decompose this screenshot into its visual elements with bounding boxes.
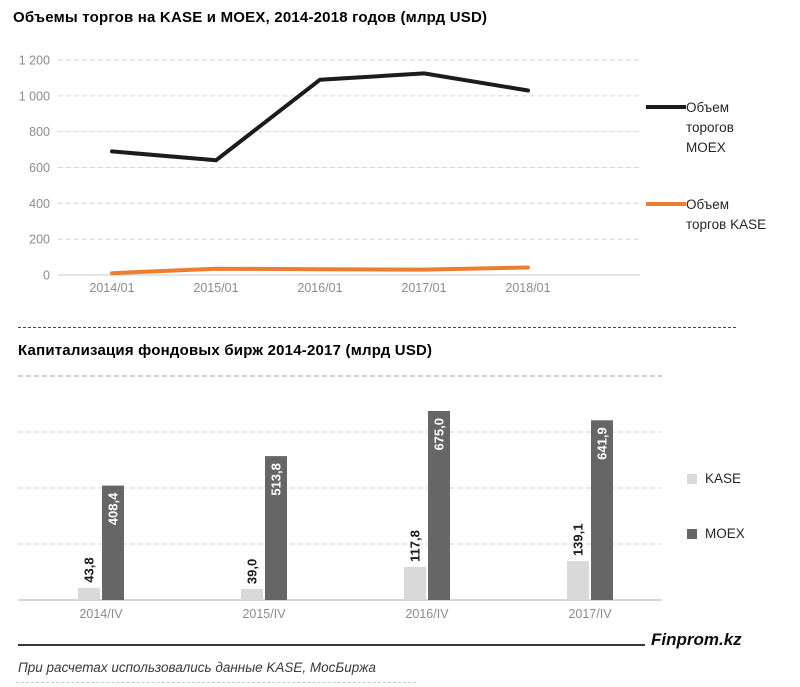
line-chart: 1 200 1 000 800 600 400 200 0 2014/01 2015/01 201…: [19, 54, 640, 295]
y-tick-label: 200: [29, 233, 50, 247]
x-tick-label: 2016/IV: [405, 607, 449, 621]
y-tick-label: 400: [29, 197, 50, 211]
bar-chart-title: Капитализация фондовых бирж 2014-2017 (м…: [18, 342, 433, 359]
bar-legend-item-kase: KASE: [687, 471, 741, 486]
y-tick-label: 800: [29, 125, 50, 139]
brand-logo: Finprom.kz: [651, 630, 742, 649]
bar-moex: [265, 456, 287, 600]
x-tick-label: 2017/IV: [568, 607, 612, 621]
bar-kase: [241, 589, 263, 600]
y-tick-label: 0: [43, 269, 50, 283]
x-tick-label: 2017/01: [401, 281, 446, 295]
bar-kase: [567, 561, 589, 600]
bar-moex: [591, 420, 613, 600]
bar-legend-label-moex: MOEX: [705, 526, 745, 541]
bar-label: 513,8: [269, 463, 284, 496]
x-tick-label: 2016/01: [297, 281, 342, 295]
kase-bar-swatch: [687, 473, 697, 484]
moex-line-swatch: [646, 105, 686, 109]
x-tick-label: 2015/01: [193, 281, 238, 295]
legend-label-kase: Объем торгов KASE: [686, 197, 767, 232]
bar-moex: [102, 485, 124, 600]
series-line: [110, 265, 530, 276]
line-chart-title: Объемы торгов на KASE и MOEX, 2014-2018 …: [13, 9, 488, 26]
bar-label: 641,9: [595, 427, 610, 460]
x-tick-label: 2018/01: [505, 281, 550, 295]
bar-label: 43,8: [82, 557, 97, 582]
section-separator: [18, 327, 736, 328]
bar-label: 139,1: [571, 524, 586, 557]
bar-chart: 2014/IV 2015/IV 2016/IV 2017/IV 43,8 39,0 117,…: [18, 375, 662, 621]
line-chart-legend: Объем торогов MOEX Объем торгов KASE: [646, 98, 796, 235]
y-tick-label: 1 200: [19, 54, 50, 68]
bar-kase: [404, 567, 426, 600]
bar-legend-label-kase: KASE: [705, 471, 742, 486]
moex-bar-swatch: [687, 528, 697, 539]
x-tick-label: 2014/IV: [79, 607, 123, 621]
bar-kase: [78, 587, 100, 600]
series-line: [110, 71, 530, 163]
bar-label: 408,4: [106, 492, 121, 525]
legend-item-kase: Объем торгов KASE: [646, 195, 796, 235]
y-tick-label: 600: [29, 161, 50, 175]
footer-rule: [18, 644, 645, 646]
bar-legend-item-moex: MOEX: [687, 526, 745, 541]
source-footnote: При расчетах использовались данные KASE,…: [18, 660, 376, 675]
bar-label: 39,0: [245, 559, 260, 584]
kase-line-swatch: [646, 202, 686, 206]
x-tick-label: 2014/01: [89, 281, 134, 295]
bar-label: 675,0: [432, 418, 447, 451]
y-tick-label: 1 000: [19, 89, 50, 103]
bottom-separator: [16, 682, 416, 683]
x-tick-label: 2015/IV: [242, 607, 286, 621]
legend-item-moex: Объем торогов MOEX: [646, 98, 796, 158]
bar-label: 117,8: [408, 530, 423, 562]
bar-moex: [428, 411, 450, 600]
legend-label-moex: Объем торогов MOEX: [686, 100, 734, 155]
